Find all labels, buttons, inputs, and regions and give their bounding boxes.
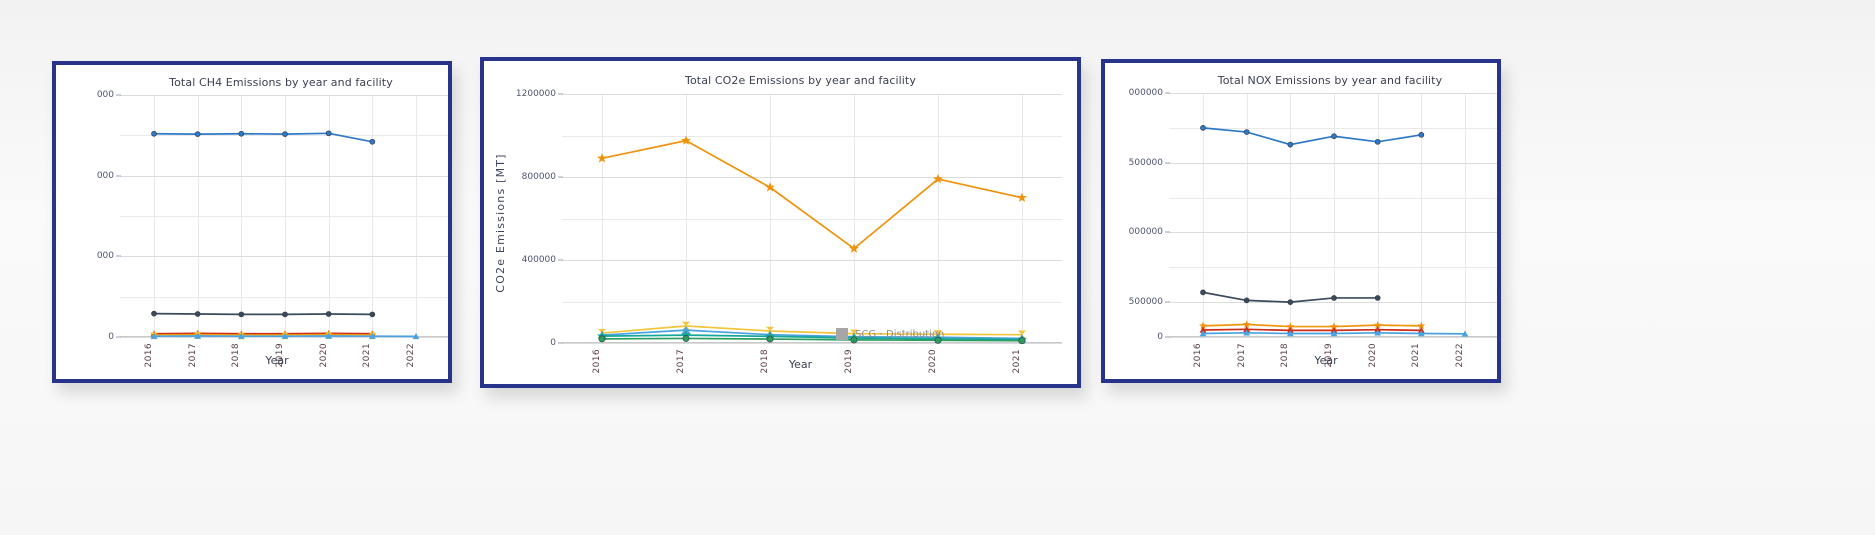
yaxis-tick-label: 000000: [1129, 227, 1170, 237]
gridline-horizontal-minor: [562, 136, 1062, 137]
gridline-horizontal: [562, 177, 1062, 178]
yaxis-tick-label: 000: [97, 251, 121, 261]
gridline-horizontal-minor: [120, 216, 448, 217]
gridline-horizontal: [1169, 337, 1497, 338]
series-series-blue-low: [1199, 329, 1469, 337]
yaxis-tick-label: 1200000: [516, 89, 563, 99]
series-series-orange: [1198, 320, 1426, 330]
axis-baseline: [562, 342, 1062, 343]
yaxis-tick-label: 0: [550, 338, 563, 348]
xaxis-label-ch4: Year: [265, 354, 289, 367]
gridline-horizontal: [562, 94, 1062, 95]
xaxis-label-nox: Year: [1314, 354, 1338, 367]
yaxis-tick-mark: [1165, 231, 1170, 233]
gridline-horizontal: [120, 95, 448, 96]
gridline-vertical: [686, 94, 687, 343]
plot-area-nox: Total NOX Emissions by year and facility…: [1105, 63, 1497, 379]
gridline-horizontal: [1169, 93, 1497, 94]
plot-area-co2e: Total CO2e Emissions by year and facilit…: [484, 61, 1077, 384]
series-layer: [597, 135, 1027, 345]
legend-co2e[interactable]: SCG - Distribution: [836, 328, 944, 340]
legend-label: SCG - Distribution: [855, 328, 945, 340]
axes-co2e: 2016 2017 2018 2019 2020 2021 1200000 800000 400…: [516, 89, 1062, 374]
yaxis-tick-mark: [1165, 301, 1170, 303]
gridline-vertical: [854, 94, 855, 343]
gridline-horizontal-minor: [562, 219, 1062, 220]
gridline-horizontal-minor: [1169, 267, 1497, 268]
yaxis-tick-mark: [116, 255, 121, 257]
chart-title-ch4: Total CH4 Emissions by year and facility: [169, 76, 393, 89]
gridline-horizontal-minor: [1169, 128, 1497, 129]
gridline-horizontal: [562, 343, 1062, 344]
series-series-blue-low: [150, 332, 420, 340]
yaxis-tick-label: 800000: [522, 172, 563, 182]
gridline-vertical: [1465, 93, 1466, 337]
axes-nox: 2016 2017 2018 2019 2020 2021 2022 000000 500000…: [1129, 88, 1497, 368]
yaxis-tick-mark: [558, 176, 563, 178]
yaxis-tick-mark: [1165, 336, 1170, 338]
gridline-vertical: [1203, 93, 1204, 337]
yaxis-tick-mark: [1165, 162, 1170, 164]
gridline-horizontal-minor: [1169, 198, 1497, 199]
yaxis-tick-label: 500000: [1129, 158, 1170, 168]
gridline-vertical: [602, 94, 603, 343]
series-series-blue-top: [1200, 125, 1425, 148]
gridline-horizontal: [1169, 232, 1497, 233]
yaxis-tick-mark: [558, 259, 563, 261]
chart-panel-nox[interactable]: Total NOX Emissions by year and facility…: [1101, 59, 1501, 383]
gridline-horizontal: [120, 256, 448, 257]
yaxis-tick-mark: [116, 94, 121, 96]
yaxis-tick-label: 500000: [1129, 297, 1170, 307]
gridline-vertical: [1334, 93, 1335, 337]
yaxis-tick-label: 0: [1157, 332, 1170, 342]
chart-title-co2e: Total CO2e Emissions by year and facilit…: [685, 74, 916, 87]
gridline-vertical: [938, 94, 939, 343]
series-series-green: [598, 334, 1026, 345]
series-layer: [149, 130, 420, 340]
gridline-horizontal: [120, 176, 448, 177]
axes-ch4: 2016 2017 2018 2019 2020 2021 2022 000 000 000 0: [97, 90, 448, 368]
yaxis-tick-label: 000: [97, 171, 121, 181]
gridline-horizontal: [1169, 163, 1497, 164]
plot-area-ch4: Total CH4 Emissions by year and facility…: [56, 65, 448, 379]
gridline-horizontal-minor: [562, 302, 1062, 303]
yaxis-tick-label: 000000: [1129, 88, 1170, 98]
gridline-horizontal: [1169, 302, 1497, 303]
yaxis-tick-label: 0: [108, 332, 121, 342]
gridline-horizontal-minor: [120, 297, 448, 298]
xaxis-label-co2e: Year: [788, 358, 813, 371]
yaxis-tick-label: 400000: [522, 255, 563, 265]
gridline-horizontal: [562, 260, 1062, 261]
yaxis-label-co2e: CO2e Emissions [MT]: [494, 152, 507, 293]
gridline-vertical: [1247, 93, 1248, 337]
axis-baseline: [1169, 336, 1497, 337]
chart-panel-co2e[interactable]: Total CO2e Emissions by year and facilit…: [480, 57, 1081, 388]
gridline-vertical: [770, 94, 771, 343]
yaxis-tick-label: 000: [97, 90, 121, 100]
yaxis-tick-mark: [116, 175, 121, 177]
series-SCG - Distribution: [597, 135, 1027, 253]
yaxis-tick-mark: [1165, 92, 1170, 94]
yaxis-tick-mark: [116, 336, 121, 338]
series-series-darkslate: [151, 310, 376, 318]
series-layer: [1198, 125, 1469, 337]
chart-panel-ch4[interactable]: Total CH4 Emissions by year and facility…: [52, 61, 452, 383]
gridline-vertical: [1290, 93, 1291, 337]
yaxis-tick-mark: [558, 342, 563, 344]
series-series-darkslate: [1200, 289, 1381, 305]
legend-swatch-icon: [836, 328, 848, 340]
chart-title-nox: Total NOX Emissions by year and facility: [1217, 74, 1443, 87]
gridline-vertical: [1378, 93, 1379, 337]
gridline-vertical: [1022, 94, 1023, 343]
gridline-vertical: [1421, 93, 1422, 337]
series-series-blue-top: [151, 130, 376, 145]
series-series-red: [1199, 325, 1425, 334]
yaxis-tick-mark: [558, 93, 563, 95]
